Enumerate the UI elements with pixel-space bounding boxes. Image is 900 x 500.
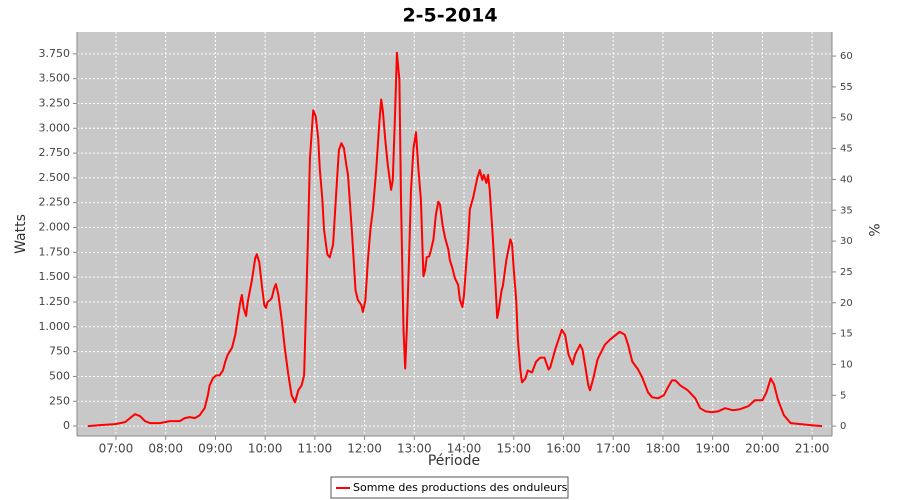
x-tick-label: 09:00 [198, 442, 233, 456]
y-tick-label: 500 [49, 369, 70, 382]
y-tick-label: 1.000 [39, 320, 71, 333]
x-tick-label: 12:00 [347, 442, 382, 456]
plot-area [77, 32, 832, 436]
y-tick-label: 3.000 [39, 121, 71, 134]
y2-tick-label: 50 [840, 113, 853, 124]
x-tick-label: 15:00 [496, 442, 531, 456]
x-tick-label: 11:00 [298, 442, 333, 456]
x-tick-label: 07:00 [99, 442, 134, 456]
x-tick-label: 08:00 [148, 442, 183, 456]
x-tick-label: 18:00 [646, 442, 681, 456]
x-tick-label: 16:00 [546, 442, 581, 456]
y-tick-label: 2.250 [39, 196, 71, 209]
y2-tick-label: 15 [840, 329, 853, 340]
y-axis-label: Watts [13, 214, 29, 254]
y-tick-label: 1.750 [39, 245, 71, 258]
y2-tick-label: 35 [840, 205, 853, 216]
legend [330, 476, 569, 499]
x-axis-label: Période [428, 453, 480, 469]
x-tick-label: 17:00 [596, 442, 631, 456]
y-tick-label: 2.750 [39, 146, 71, 159]
x-tick-label: 10:00 [248, 442, 283, 456]
y2-tick-label: 60 [840, 51, 853, 62]
y-tick-label: 750 [49, 345, 70, 358]
y2-tick-label: 30 [840, 236, 853, 247]
y-tick-label: 3.250 [39, 96, 71, 109]
y2-tick-label: 10 [840, 359, 853, 370]
x-tick-label: 14:00 [447, 442, 482, 456]
y-tick-label: 2.000 [39, 221, 71, 234]
y-tick-label: 1.500 [39, 270, 71, 283]
x-tick-label: 19:00 [695, 442, 730, 456]
y2-tick-label: 0 [840, 421, 846, 432]
y2-tick-label: 5 [840, 390, 846, 401]
y-tick-label: 3.750 [39, 47, 71, 60]
legend-label: Somme des productions des onduleurs [353, 481, 568, 494]
y2-axis-label: % [865, 223, 881, 236]
y-tick-label: 250 [49, 394, 70, 407]
y-tick-label: 2.500 [39, 171, 71, 184]
x-tick-label: 13:00 [397, 442, 432, 456]
x-tick-label: 20:00 [745, 442, 780, 456]
y2-tick-label: 45 [840, 144, 853, 155]
y2-tick-label: 40 [840, 174, 853, 185]
y2-tick-label: 20 [840, 298, 853, 309]
y2-tick-label: 55 [840, 82, 853, 93]
y-tick-label: 1.250 [39, 295, 71, 308]
line-series [87, 51, 823, 428]
y2-tick-label: 25 [840, 267, 853, 278]
chart-title: 2-5-2014 [402, 5, 497, 27]
y-tick-label: 3.500 [39, 72, 71, 85]
y-tick-label: 0 [63, 419, 70, 432]
x-tick-label: 21:00 [795, 442, 830, 456]
